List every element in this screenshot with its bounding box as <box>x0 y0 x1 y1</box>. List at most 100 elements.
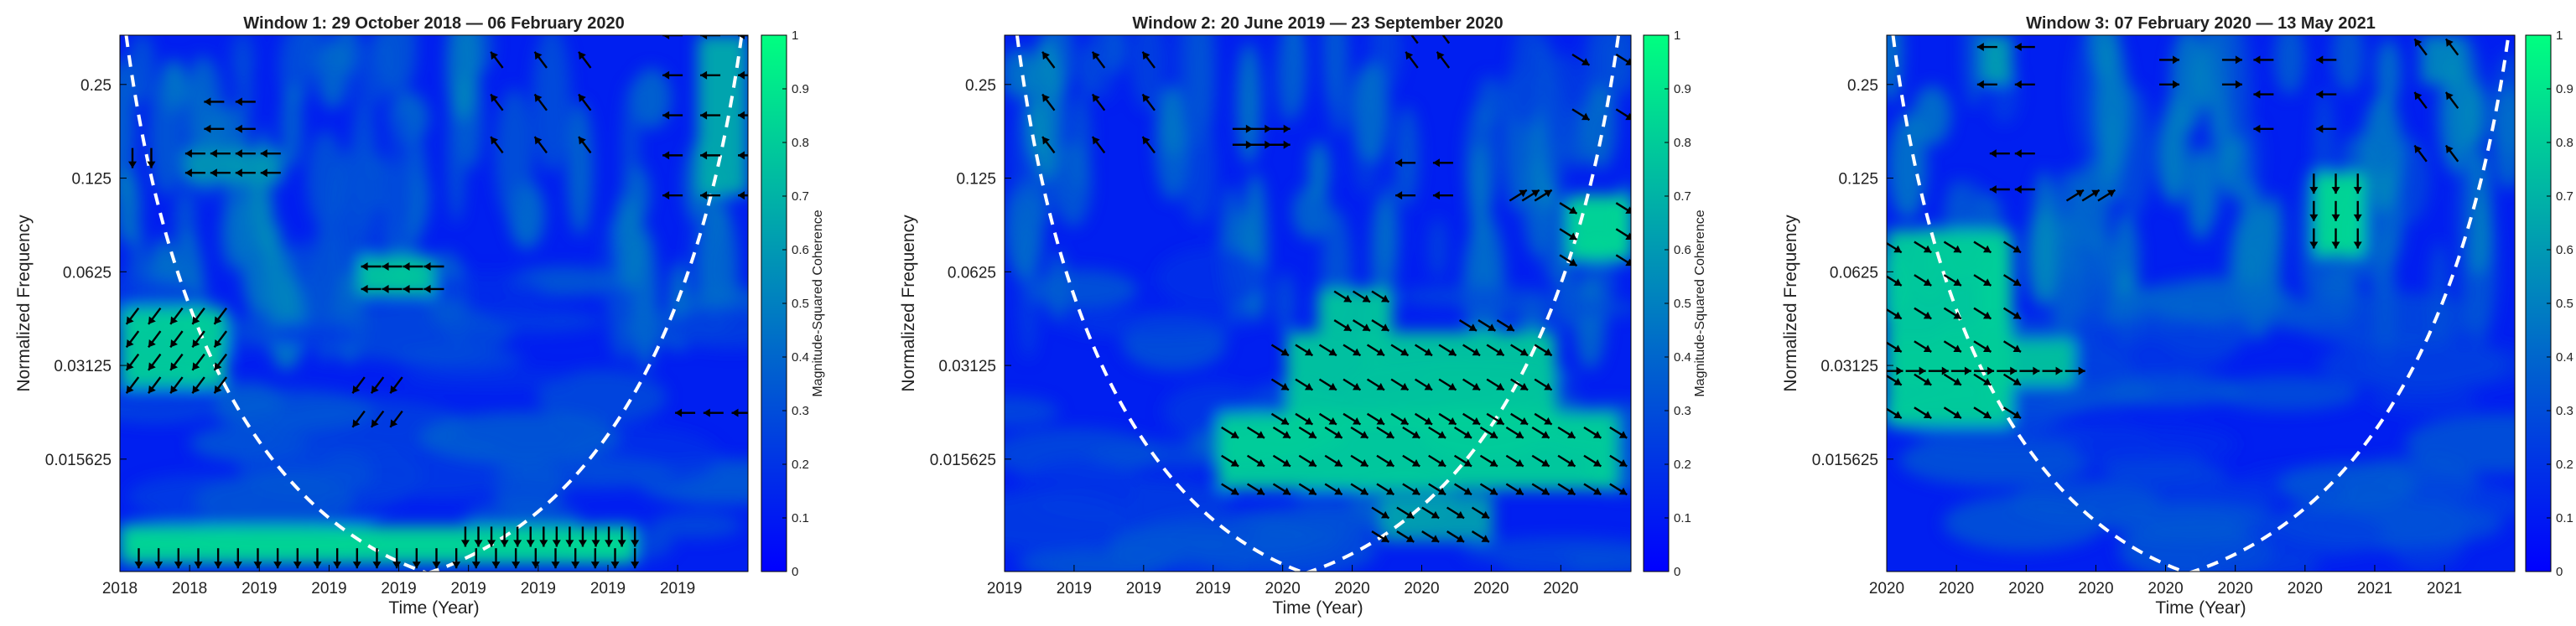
y-tick-label: 0.015625 <box>45 452 112 469</box>
colorbar-label: Magnitude-Squared Coherence <box>811 210 825 396</box>
y-tick-label: 0.0625 <box>948 264 996 282</box>
colorbar-tick-label: 0.8 <box>2556 136 2573 150</box>
colorbar-tick-label: 0.7 <box>1674 189 1691 204</box>
y-tick-label: 0.25 <box>1847 77 1878 95</box>
phase-arrows <box>1041 35 1631 543</box>
colorbar-tick-label: 0.2 <box>2556 458 2573 472</box>
x-tick-label: 2020 <box>2078 580 2113 598</box>
colorbar-tick-label: 0.6 <box>792 243 809 257</box>
x-tick-label: 2021 <box>2357 580 2392 598</box>
colorbar-tick-label: 0.3 <box>1674 404 1691 418</box>
x-tick-label: 2020 <box>1334 580 1369 598</box>
y-tick-label: 0.03125 <box>938 358 996 375</box>
colorbar: 0 0.1 0.2 0.3 0.4 0.5 0.6 0.7 0.8 0.9 1 Magnitude-S… <box>1643 28 1707 579</box>
x-tick-label: 2019 <box>660 580 695 598</box>
colorbar-tick-label: 1 <box>792 28 798 43</box>
cone-of-influence <box>124 35 744 572</box>
chart-title: Window 2: 20 June 2019 — 23 September 20… <box>1132 14 1503 33</box>
colorbar-tick-label: 0.8 <box>1674 136 1691 150</box>
x-tick-label: 2019 <box>381 580 416 598</box>
phase-arrow <box>1410 35 1419 44</box>
x-tick-label: 2020 <box>1543 580 1578 598</box>
y-axis-label: Normalized Frequency <box>899 215 918 392</box>
cone-of-influence <box>1015 35 1621 572</box>
colorbar-tick-label: 0.7 <box>792 189 809 204</box>
x-tick-label: 2019 <box>1057 580 1092 598</box>
cone-of-influence <box>1891 35 2511 572</box>
x-tick-label: 2020 <box>1473 580 1509 598</box>
panel-1: Window 1: 29 October 2018 — 06 February … <box>14 14 825 618</box>
x-tick-label: 2020 <box>2218 580 2253 598</box>
x-tick-label: 2019 <box>521 580 556 598</box>
x-tick-label: 2020 <box>2008 580 2044 598</box>
colorbar-tick-label: 0.5 <box>2556 297 2573 311</box>
x-tick-label: 2019 <box>1196 580 1231 598</box>
x-tick-label: 2019 <box>311 580 346 598</box>
colorbar-tick-label: 0.2 <box>1674 458 1691 472</box>
colorbar-tick-label: 0.9 <box>792 82 809 96</box>
colorbar-tick-label: 0.4 <box>2556 350 2573 365</box>
y-tick-label: 0.03125 <box>54 358 112 375</box>
y-tick-label: 0.25 <box>80 77 112 95</box>
colorbar-label: Magnitude-Squared Coherence <box>1693 210 1707 396</box>
x-tick-label: 2020 <box>2288 580 2323 598</box>
colorbar-tick-label: 0.6 <box>1674 243 1691 257</box>
colorbar-tick-label: 0.1 <box>1674 511 1691 525</box>
colorbar-tick-label: 0.4 <box>792 350 809 365</box>
colorbar-tick-label: 0.6 <box>2556 243 2573 257</box>
y-tick-label: 0.125 <box>956 171 996 189</box>
colorbar-tick-label: 0.5 <box>792 297 809 311</box>
chart-title: Window 3: 07 February 2020 — 13 May 2021 <box>2026 14 2376 33</box>
y-tick-label: 0.125 <box>1838 171 1878 189</box>
x-tick-label: 2020 <box>1939 580 1974 598</box>
colorbar-tick-label: 0.3 <box>792 404 809 418</box>
x-axis-label: Time (Year) <box>388 598 479 618</box>
chart-title: Window 1: 29 October 2018 — 06 February … <box>243 14 624 33</box>
x-tick-label: 2020 <box>1869 580 1904 598</box>
colorbar: 00.10.20.30.40.50.60.70.80.91Magnitude-S… <box>761 28 825 579</box>
colorbar-tick-label: 0 <box>1674 565 1680 579</box>
panel-2: Window 2: 20 June 2019 — 23 September 20… <box>899 14 1707 618</box>
y-tick-label: 0.25 <box>965 77 996 95</box>
y-tick-label: 0.015625 <box>930 452 996 469</box>
x-tick-label: 2019 <box>242 580 277 598</box>
x-tick-label: 2019 <box>590 580 626 598</box>
x-tick-label: 2021 <box>2427 580 2462 598</box>
panel-3: Window 3: 07 February 2020 — 13 May 2021… <box>1781 14 2576 618</box>
colorbar-tick-label: 0 <box>792 565 798 579</box>
y-tick-label: 0.03125 <box>1820 358 1878 375</box>
colorbar: 00.10.20.30.40.50.60.70.80.91Magnitude-S… <box>2525 28 2576 579</box>
phase-arrow <box>1441 35 1451 44</box>
x-tick-label: 2020 <box>1404 580 1439 598</box>
colorbar-tick-label: 0.1 <box>2556 511 2573 525</box>
colorbar-tick-label: 0.7 <box>2556 189 2573 204</box>
x-axis-label: Time (Year) <box>2155 598 2246 618</box>
colorbar-tick-label: 0.5 <box>1674 297 1691 311</box>
x-tick-label: 2020 <box>2148 580 2183 598</box>
colorbar-tick-label: 0.9 <box>2556 82 2573 96</box>
colorbar-tick-label: 0.9 <box>1674 82 1691 96</box>
colorbar-tick-label: 0.3 <box>2556 404 2573 418</box>
colorbar-tick-label: 0 <box>2556 565 2563 579</box>
x-tick-label: 2019 <box>451 580 486 598</box>
x-tick-label: 2019 <box>987 580 1022 598</box>
y-axis-label: Normalized Frequency <box>14 215 34 392</box>
y-tick-label: 0.0625 <box>63 264 112 282</box>
x-axis-label: Time (Year) <box>1272 598 1363 618</box>
colorbar-tick-label: 1 <box>1674 28 1680 43</box>
colorbar-tick-label: 0.4 <box>1674 350 1691 365</box>
colorbar-tick-label: 0.2 <box>792 458 809 472</box>
colorbar-tick-label: 0.8 <box>792 136 809 150</box>
y-axis-label: Normalized Frequency <box>1781 215 1800 392</box>
phase-arrows <box>125 35 748 569</box>
y-tick-label: 0.015625 <box>1812 452 1878 469</box>
x-tick-label: 2018 <box>172 580 207 598</box>
y-tick-label: 0.0625 <box>1830 264 1878 282</box>
y-tick-label: 0.125 <box>71 171 112 189</box>
colorbar-tick-label: 1 <box>2556 28 2563 43</box>
x-tick-label: 2018 <box>102 580 138 598</box>
x-tick-label: 2019 <box>1126 580 1161 598</box>
phase-arrows <box>1887 38 2459 420</box>
x-tick-label: 2020 <box>1265 580 1301 598</box>
